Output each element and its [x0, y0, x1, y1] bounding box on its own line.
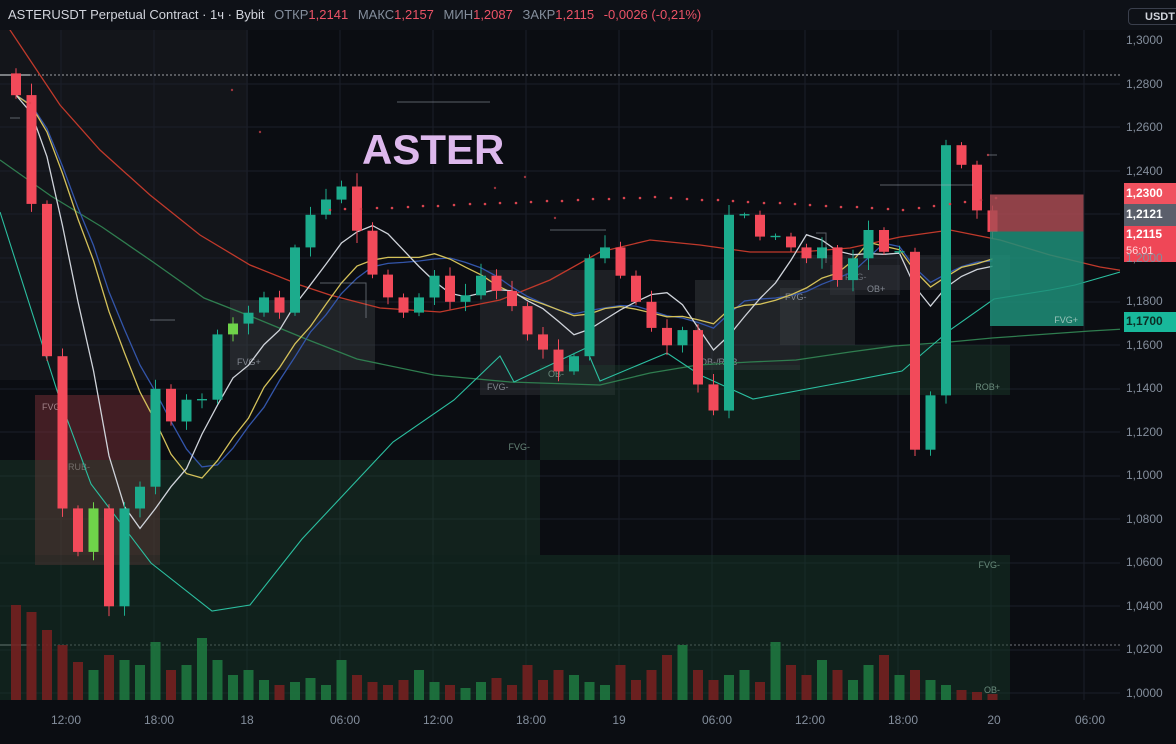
svg-text:FVG+: FVG+: [1054, 315, 1078, 325]
svg-text:OB-/RUB-: OB-/RUB-: [700, 357, 741, 367]
svg-text:FVG-: FVG-: [785, 292, 807, 302]
svg-text:FVG-: FVG-: [487, 382, 509, 392]
svg-text:ROB+: ROB+: [975, 382, 1000, 392]
svg-text:OB+: OB+: [867, 284, 885, 294]
svg-text:OB-: OB-: [984, 685, 1000, 695]
svg-text:FVG-: FVG-: [979, 560, 1001, 570]
svg-text:FVG-: FVG-: [509, 442, 531, 452]
